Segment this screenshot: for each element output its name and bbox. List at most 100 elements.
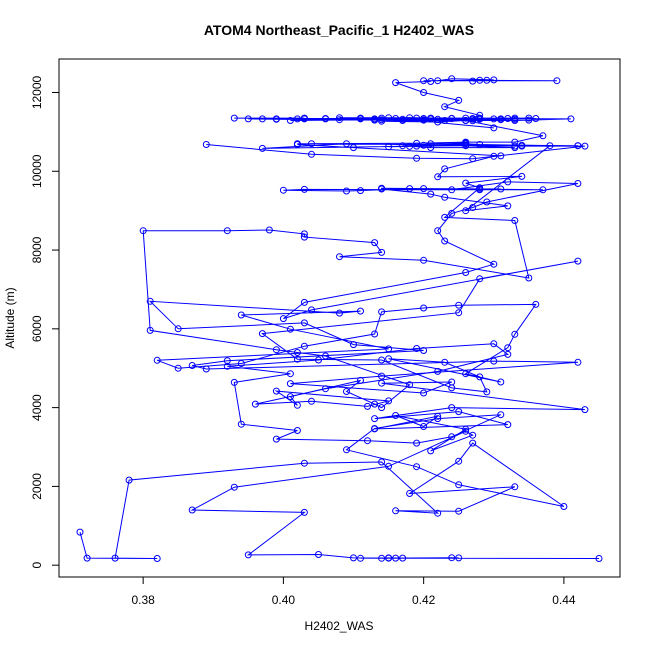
data-point	[420, 116, 428, 124]
data-point	[476, 373, 484, 381]
data-point	[441, 193, 449, 201]
data-point	[343, 446, 350, 454]
data-point	[188, 506, 196, 514]
data-point	[399, 554, 407, 562]
data-point	[511, 114, 519, 122]
series-line	[206, 143, 585, 160]
data-point	[315, 356, 322, 364]
data-point	[413, 154, 421, 162]
data-point	[146, 297, 154, 305]
data-point	[427, 447, 435, 455]
data-point	[286, 325, 294, 333]
data-point	[308, 306, 315, 314]
data-point	[427, 115, 435, 122]
data-point	[357, 376, 364, 384]
data-point	[371, 400, 379, 408]
data-point	[525, 274, 533, 282]
data-point	[83, 554, 91, 562]
data-point	[434, 173, 442, 181]
data-point	[490, 76, 498, 84]
data-point	[343, 187, 350, 195]
data-point	[378, 114, 386, 122]
data-point	[574, 257, 582, 265]
data-point	[574, 358, 582, 366]
data-point	[434, 367, 442, 375]
data-point	[300, 459, 308, 467]
data-point	[336, 116, 343, 124]
data-point	[539, 132, 547, 140]
data-point	[518, 142, 526, 150]
data-point	[146, 326, 154, 334]
data-point	[300, 230, 308, 238]
data-point	[357, 115, 364, 123]
data-point	[357, 187, 364, 195]
data-point	[364, 437, 371, 445]
data-point	[595, 555, 603, 562]
data-point	[244, 115, 252, 123]
data-point	[448, 384, 456, 392]
data-point	[378, 308, 386, 316]
y-tick-label: 2000	[30, 473, 44, 500]
data-point	[441, 358, 449, 366]
data-point	[111, 554, 119, 562]
data-point	[504, 421, 512, 429]
data-point	[462, 141, 470, 149]
data-point	[525, 116, 533, 124]
data-point	[469, 115, 477, 123]
data-point	[258, 330, 266, 338]
data-point	[174, 325, 182, 333]
data-point	[525, 114, 533, 122]
data-point	[357, 554, 364, 562]
data-point	[427, 190, 435, 198]
data-point	[272, 346, 280, 354]
data-point	[434, 415, 442, 423]
series-line	[234, 117, 571, 129]
data-point	[293, 349, 301, 356]
data-point	[476, 275, 484, 283]
data-point	[455, 457, 463, 465]
data-point	[504, 178, 512, 186]
data-point	[469, 77, 477, 85]
data-point	[420, 141, 428, 149]
data-point	[413, 114, 421, 122]
data-point	[406, 114, 414, 122]
data-point	[293, 140, 301, 148]
data-point	[504, 202, 512, 210]
data-point	[230, 114, 238, 122]
data-point	[202, 141, 210, 148]
data-point	[399, 115, 407, 123]
data-point	[455, 481, 463, 489]
data-point	[371, 425, 379, 432]
data-point	[497, 411, 505, 419]
data-point	[153, 356, 161, 364]
data-point	[434, 77, 442, 85]
data-point	[434, 412, 442, 420]
data-point	[427, 144, 435, 152]
data-point	[413, 463, 421, 471]
data-point	[286, 117, 294, 124]
data-point	[455, 554, 463, 562]
data-point	[223, 362, 231, 370]
data-point	[511, 144, 519, 152]
chart-title: ATOM4 Northeast_Pacific_1 H2402_WAS	[204, 22, 474, 38]
data-point	[434, 115, 442, 123]
data-point	[76, 528, 84, 536]
data-point	[272, 115, 280, 123]
data-point	[308, 150, 315, 158]
data-point	[490, 340, 498, 348]
data-point	[420, 89, 428, 96]
data-point	[300, 298, 308, 306]
data-point	[322, 385, 329, 393]
series-3	[230, 114, 575, 132]
data-point	[378, 185, 386, 193]
data-point	[322, 115, 329, 123]
data-point	[504, 344, 512, 352]
data-point	[469, 155, 477, 163]
data-point	[378, 404, 386, 412]
data-point	[455, 301, 463, 309]
data-point	[237, 420, 245, 428]
data-point	[511, 330, 519, 338]
data-point	[279, 315, 287, 323]
data-point	[497, 378, 505, 386]
data-point	[378, 554, 386, 562]
